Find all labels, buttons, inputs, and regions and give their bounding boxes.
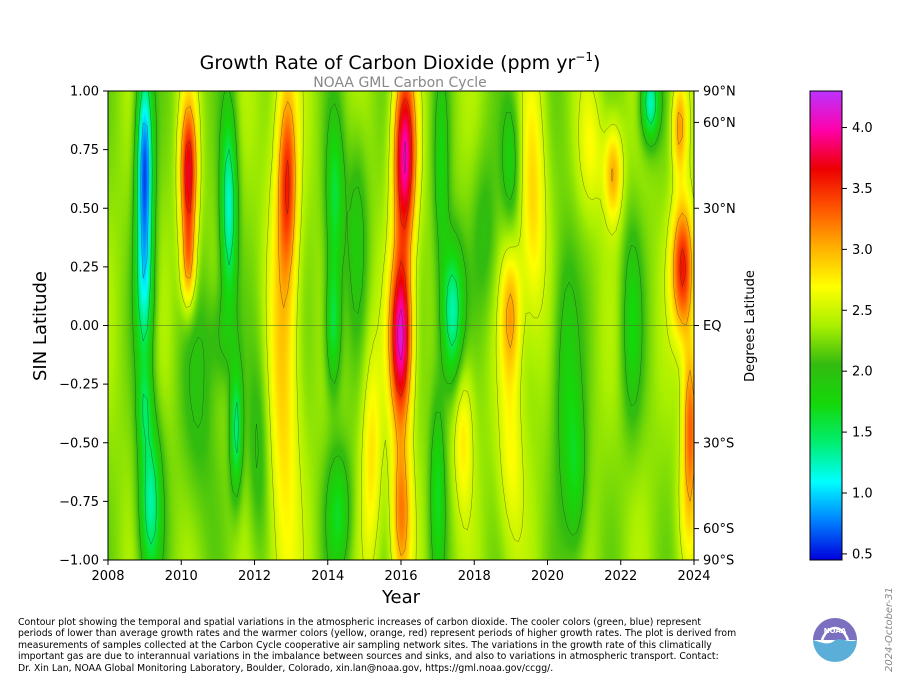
x-tick-label: 2022 <box>604 569 637 584</box>
y-tick-label: −0.75 <box>59 495 99 510</box>
logo-bottom-half <box>813 639 857 662</box>
plot-area <box>107 90 695 561</box>
contour-line <box>184 98 686 397</box>
right-tick-label: 30°S <box>703 436 734 451</box>
colorbar-tick-label: 3.0 <box>852 243 873 258</box>
contour-line <box>137 91 656 545</box>
x-tick-label: 2014 <box>311 569 344 584</box>
right-axis: 90°N 60°N 30°N EQ 30°S 60°S 90°S <box>694 85 736 569</box>
colorbar-tick-label: 1.5 <box>852 426 873 441</box>
colorbar-tick-label: 4.0 <box>852 121 873 136</box>
x-tick-label: 2016 <box>384 569 417 584</box>
right-tick-label: EQ <box>703 319 721 334</box>
contour-line <box>140 122 150 279</box>
chart-figure: Growth Rate of Carbon Dioxide (ppm yr−1)… <box>30 50 873 608</box>
caption-line: important gas are due to interannual var… <box>18 651 719 663</box>
y-tick-label: 0.50 <box>70 202 99 217</box>
right-tick-label: 90°N <box>703 85 736 100</box>
x-tick-label: 2024 <box>677 569 710 584</box>
y-tick-label: 1.00 <box>70 85 99 100</box>
colorbar-frame <box>809 90 843 561</box>
caption-line: Contour plot showing the temporal and sp… <box>18 617 702 628</box>
right-tick-label: 90°S <box>703 554 734 569</box>
x-tick-label: 2008 <box>91 569 124 584</box>
x-axis: 2008 2010 2012 2014 2016 2018 2020 2022 2024 <box>91 560 711 584</box>
x-axis-label: Year <box>381 587 421 608</box>
contour-line <box>180 91 694 556</box>
logo-text: NOAA <box>824 627 847 635</box>
chart-title: Growth Rate of Carbon Dioxide (ppm yr−1) <box>200 50 601 74</box>
date-stamp: 2024-October-31 <box>884 587 895 672</box>
colorbar-tick-label: 1.0 <box>852 487 873 502</box>
y-tick-label: 0.00 <box>70 319 99 334</box>
y-tick-label: −1.00 <box>59 554 99 569</box>
x-tick-label: 2010 <box>165 569 198 584</box>
contour-line <box>131 91 663 560</box>
colorbar-tick-label: 2.0 <box>852 365 873 380</box>
x-tick-label: 2012 <box>238 569 271 584</box>
figure-caption: Contour plot showing the temporal and sp… <box>18 617 788 674</box>
caption-line: measurements of samples collected at the… <box>18 639 712 651</box>
caption-line: periods of lower than average growth rat… <box>18 628 737 640</box>
colorbar-tick-label: 2.5 <box>852 304 873 319</box>
right-axis-label: Degrees Latitude <box>743 270 758 382</box>
y-tick-label: 0.25 <box>70 260 99 275</box>
y-axis-label: SIN Latitude <box>30 271 51 381</box>
right-tick-label: 60°S <box>703 522 734 537</box>
right-tick-label: 30°N <box>703 202 736 217</box>
chart-subtitle: NOAA GML Carbon Cycle <box>313 75 487 91</box>
colorbar-gradient <box>810 91 842 560</box>
x-tick-label: 2018 <box>458 569 491 584</box>
contour-line <box>397 141 407 361</box>
contour-line <box>175 91 694 560</box>
logo-bird-icon <box>820 626 850 641</box>
right-tick-label: 60°N <box>703 116 736 131</box>
colorbar-ticks: 0.5 1.0 1.5 2.0 2.5 3.0 3.5 4.0 <box>842 121 873 562</box>
colorbar-tick-label: 0.5 <box>852 547 873 562</box>
colorbar: 0.5 1.0 1.5 2.0 2.5 3.0 3.5 4.0 <box>809 90 873 562</box>
noaa-logo: NOAA <box>811 616 859 664</box>
y-tick-label: −0.50 <box>59 436 99 451</box>
x-tick-label: 2020 <box>531 569 564 584</box>
colorbar-tick-label: 3.5 <box>852 182 873 197</box>
y-tick-label: −0.25 <box>59 378 99 393</box>
y-axis: 1.00 0.75 0.50 0.25 0.00 −0.25 −0.50 −0.75 −1.00 <box>59 85 108 569</box>
caption-line: Dr. Xin Lan, NOAA Global Monitoring Labo… <box>18 662 554 674</box>
contour-lines <box>131 91 694 560</box>
y-tick-label: 0.75 <box>70 143 99 158</box>
